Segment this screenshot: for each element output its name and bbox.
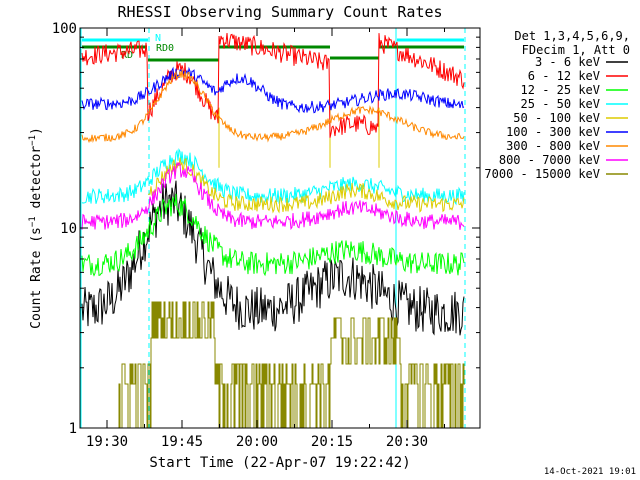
legend-entry-label: 300 - 800 keV	[506, 139, 600, 153]
x-tick-label: 19:45	[161, 434, 203, 450]
series-line-3_6keV	[81, 180, 465, 336]
y-axis-label: Count Rate (s−1 detector−1)	[28, 127, 44, 329]
y-tick-label: 1	[69, 421, 77, 437]
chart-title: RHESSI Observing Summary Count Rates	[117, 3, 442, 21]
x-tick-label: 20:15	[311, 434, 353, 450]
series-line-50_100keV	[147, 157, 465, 214]
legend-header: Det 1,3,4,5,6,9,	[514, 29, 630, 43]
series-line-300_800keV	[81, 70, 465, 144]
series-line-7000_15000keV	[117, 301, 465, 429]
y-axis-label-part: detector	[29, 146, 44, 217]
y-axis-label-part: Count Rate (s	[29, 227, 44, 329]
legend: Det 1,3,4,5,6,9,FDecim 1, Att 03 - 6 keV…	[484, 29, 630, 181]
series-line-800_7000keV	[81, 161, 465, 231]
x-tick-label: 20:00	[236, 434, 278, 450]
x-axis-label: Start Time (22-Apr-07 19:22:42)	[149, 455, 410, 471]
y-axis-label-part: )	[29, 127, 44, 135]
legend-entry-label: 50 - 100 keV	[513, 111, 600, 125]
y-axis-label-part: −1	[28, 135, 38, 146]
flag-label: RD0	[156, 43, 174, 54]
legend-entry-label: 25 - 50 keV	[521, 97, 600, 111]
flag-label: RD	[121, 50, 133, 61]
legend-entry-label: 100 - 300 keV	[506, 125, 600, 139]
y-tick-label: 100	[52, 21, 77, 37]
x-tick-label: 19:30	[86, 434, 128, 450]
y-axis-label-part: −1	[28, 216, 38, 227]
legend-header: FDecim 1, Att 0	[522, 43, 630, 57]
series-line-25_50keV	[81, 148, 465, 206]
legend-entry-label: 12 - 25 keV	[521, 83, 600, 97]
y-tick-label: 10	[60, 221, 77, 237]
series-line-12_25keV	[81, 193, 465, 277]
series-line-6_12keV	[81, 32, 465, 138]
legend-entry-label: 6 - 12 keV	[528, 69, 600, 83]
legend-entry-label: 800 - 7000 keV	[499, 153, 600, 167]
flag-label: N	[155, 33, 161, 44]
x-tick-label: 20:30	[386, 434, 428, 450]
date-stamp: 14-Oct-2021 19:01	[544, 467, 636, 477]
x-axis: 19:30 19:45 20:00 20:15 20:30	[86, 28, 445, 450]
plot-area: N RD RD0	[80, 28, 466, 429]
legend-entry-label: 3 - 6 keV	[535, 55, 600, 69]
legend-entry-label: 7000 - 15000 keV	[484, 167, 600, 181]
y-axis: 1 10 100	[52, 21, 480, 437]
series-line-100_300keV	[81, 66, 465, 114]
